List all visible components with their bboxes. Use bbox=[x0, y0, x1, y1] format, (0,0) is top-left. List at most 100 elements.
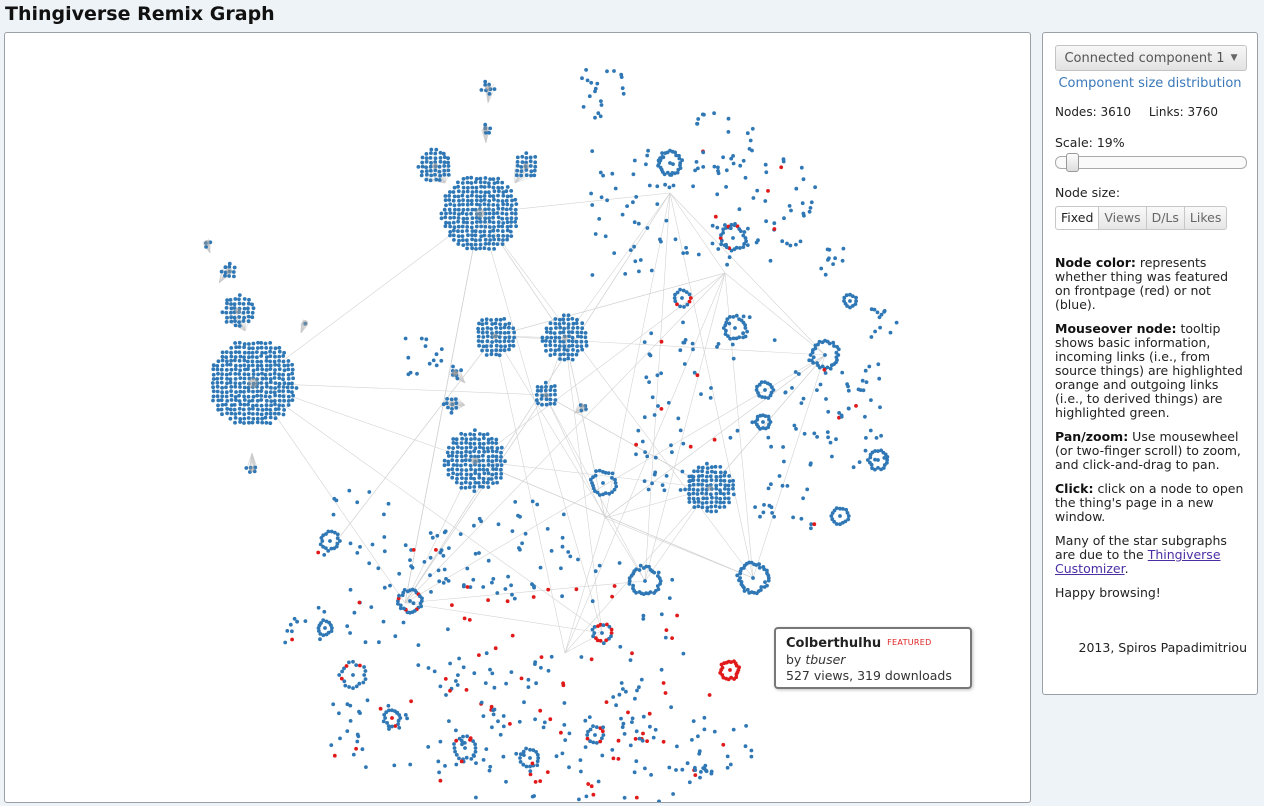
graph-node bbox=[562, 701, 567, 705]
graph-edge bbox=[251, 452, 256, 467]
graph-node bbox=[256, 407, 260, 412]
graph-node bbox=[438, 739, 443, 744]
graph-node bbox=[500, 180, 505, 185]
graph-edge bbox=[252, 382, 476, 462]
graph-node bbox=[825, 430, 830, 434]
graph-node bbox=[724, 242, 728, 247]
help-star-subgraphs: Many of the star subgraphs are due to th… bbox=[1055, 533, 1227, 576]
graph-node bbox=[273, 346, 278, 351]
component-size-distribution-link[interactable]: Component size distribution bbox=[1058, 76, 1242, 91]
graph-node bbox=[631, 583, 635, 588]
graph-node bbox=[714, 474, 719, 479]
graph-node bbox=[700, 501, 705, 505]
graph-node bbox=[469, 225, 474, 230]
graph-node bbox=[699, 392, 703, 396]
component-select[interactable]: Connected component 1 ▼ bbox=[1055, 45, 1247, 71]
graph-node bbox=[486, 558, 491, 563]
graph-node bbox=[553, 321, 558, 326]
graph-node bbox=[286, 389, 291, 394]
node-size-views-button[interactable]: Views bbox=[1099, 206, 1147, 230]
graph-node bbox=[489, 327, 494, 331]
graph-node bbox=[544, 339, 548, 343]
graph-node bbox=[632, 220, 637, 225]
graph-node bbox=[507, 335, 512, 340]
graph-node bbox=[681, 441, 686, 446]
graph-node bbox=[742, 242, 747, 246]
graph-node bbox=[509, 583, 513, 588]
graph-node bbox=[443, 764, 447, 768]
remix-graph[interactable] bbox=[5, 33, 1030, 802]
graph-node bbox=[223, 265, 228, 270]
graph-node bbox=[247, 346, 252, 351]
graph-node bbox=[494, 343, 499, 348]
graph-node bbox=[242, 385, 247, 390]
graph-node bbox=[281, 403, 285, 408]
graph-node bbox=[415, 371, 419, 376]
scale-value: 19% bbox=[1096, 135, 1125, 150]
graph-node bbox=[277, 345, 282, 350]
graph-node bbox=[600, 753, 605, 758]
graph-node bbox=[246, 363, 251, 368]
graph-node bbox=[477, 653, 481, 657]
graph-node bbox=[224, 372, 229, 377]
graph-node bbox=[727, 500, 731, 505]
graph-node bbox=[497, 335, 502, 339]
graph-node bbox=[238, 363, 243, 368]
graph-node bbox=[348, 587, 353, 592]
graph-node bbox=[496, 193, 500, 198]
graph-node bbox=[448, 688, 452, 693]
graph-node bbox=[347, 660, 351, 665]
graph-node bbox=[482, 185, 487, 189]
graph-canvas[interactable]: Colberthulhu FEATURED by tbuser 527 views… bbox=[4, 32, 1031, 803]
graph-node bbox=[851, 465, 856, 470]
scale-slider[interactable] bbox=[1055, 153, 1247, 172]
graph-node bbox=[229, 350, 234, 355]
graph-node bbox=[486, 454, 491, 459]
graph-node bbox=[590, 627, 595, 632]
graph-node bbox=[610, 471, 615, 476]
graph-node bbox=[742, 589, 747, 593]
graph-node bbox=[552, 352, 557, 356]
graph-node bbox=[652, 570, 657, 575]
graph-node bbox=[382, 535, 387, 539]
graph-node bbox=[468, 481, 473, 486]
graph-edge bbox=[564, 272, 726, 654]
graph-node bbox=[600, 631, 604, 635]
graph-node bbox=[225, 301, 229, 306]
graph-node bbox=[232, 274, 236, 279]
graph-node bbox=[290, 385, 294, 390]
graph-node bbox=[332, 546, 337, 551]
graph-node bbox=[500, 206, 505, 211]
graph-node bbox=[338, 736, 342, 741]
graph-node bbox=[533, 717, 537, 722]
graph-node bbox=[370, 542, 375, 547]
graph-node bbox=[495, 463, 500, 468]
graph-node bbox=[474, 247, 478, 251]
graph-node bbox=[712, 437, 717, 442]
scale-slider-thumb[interactable] bbox=[1066, 153, 1079, 172]
graph-node bbox=[581, 105, 586, 109]
node-size-fixed-button[interactable]: Fixed bbox=[1055, 206, 1100, 230]
node-size-dls-button[interactable]: D/Ls bbox=[1146, 206, 1185, 230]
graph-node bbox=[643, 766, 647, 771]
graph-node bbox=[689, 474, 694, 479]
graph-node bbox=[634, 442, 638, 447]
graph-node bbox=[728, 435, 733, 440]
graph-node bbox=[469, 467, 473, 472]
graph-node bbox=[420, 160, 425, 165]
graph-node bbox=[687, 292, 692, 297]
graph-node bbox=[286, 399, 291, 403]
graph-node bbox=[455, 476, 459, 481]
graph-node bbox=[220, 390, 225, 395]
graph-node bbox=[724, 185, 728, 189]
graph-node bbox=[465, 225, 470, 229]
node-size-likes-button[interactable]: Likes bbox=[1184, 206, 1228, 230]
hub-node bbox=[483, 126, 489, 132]
thingiverse-customizer-link[interactable]: Thingiverse Customizer bbox=[1055, 547, 1221, 576]
graph-node bbox=[566, 352, 571, 357]
graph-node bbox=[232, 403, 237, 407]
graph-node bbox=[691, 347, 695, 352]
graph-node bbox=[748, 138, 753, 143]
graph-node bbox=[481, 476, 486, 481]
graph-node bbox=[694, 160, 699, 164]
